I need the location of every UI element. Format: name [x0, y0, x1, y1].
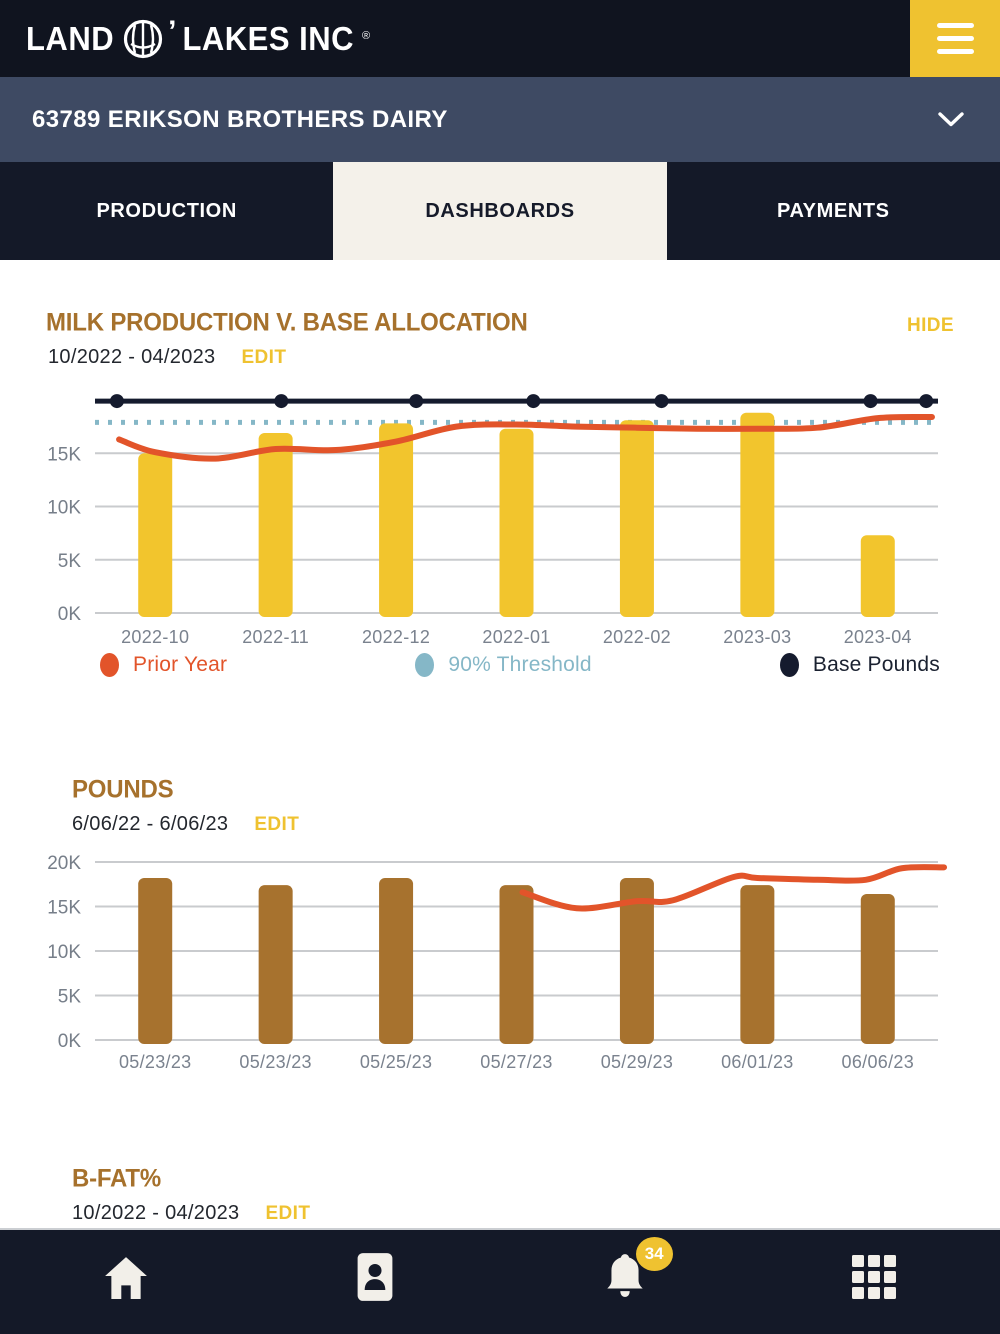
logo-apostrophe: ’: [168, 14, 177, 48]
svg-text:10K: 10K: [47, 498, 81, 519]
bell-icon: [606, 1254, 643, 1297]
svg-text:2022-10: 2022-10: [121, 627, 189, 647]
base-pounds-dot-icon: [779, 653, 799, 677]
app-header: LAND ’ LAKES INC ®: [0, 0, 1000, 77]
contact-card-icon: [357, 1253, 393, 1301]
hamburger-icon: [936, 23, 974, 28]
svg-text:2023-03: 2023-03: [723, 627, 791, 647]
svg-text:2022-02: 2022-02: [603, 627, 671, 647]
tab-payments[interactable]: PAYMENTS: [667, 162, 1000, 260]
tab-bar: PRODUCTION DASHBOARDS PAYMENTS: [0, 162, 1000, 260]
legend-prior-year: Prior Year: [100, 653, 227, 677]
tab-dashboards[interactable]: DASHBOARDS: [333, 162, 667, 260]
prior-year-dot-icon: [100, 653, 119, 677]
legend-base-pounds: Base Pounds: [779, 653, 940, 677]
section-title-milk-production: MILK PRODUCTION V. BASE ALLOCATION: [46, 308, 528, 337]
date-range-bfat: 10/2022 - 04/2023: [72, 1202, 240, 1224]
date-range-milk: 10/2022 - 04/2023: [48, 346, 216, 368]
svg-text:2023-04: 2023-04: [844, 627, 912, 647]
bfat-section: B-FAT% 10/2022 - 04/2023 EDIT: [0, 1164, 1000, 1225]
svg-text:10K: 10K: [47, 942, 81, 963]
logo-text-land: LAND: [26, 19, 115, 57]
svg-text:20K: 20K: [47, 853, 81, 874]
section-title-bfat: B-FAT%: [72, 1164, 162, 1193]
account-title: 63789 ERIKSON BROTHERS DAIRY: [32, 105, 448, 133]
edit-button-milk[interactable]: EDIT: [241, 347, 287, 368]
hide-button[interactable]: HIDE: [907, 315, 954, 336]
threshold-dot-icon: [415, 653, 435, 677]
tab-production[interactable]: PRODUCTION: [0, 162, 333, 260]
svg-text:0K: 0K: [58, 604, 82, 625]
svg-text:05/25/23: 05/25/23: [360, 1052, 432, 1072]
svg-text:06/06/23: 06/06/23: [842, 1052, 914, 1072]
svg-text:06/01/23: 06/01/23: [721, 1052, 793, 1072]
legend-90-threshold: 90% Threshold: [415, 653, 592, 677]
pounds-chart: 0K 5K 10K 15K 20K 05/23/23 05/23/23 05/25/23 05/…: [47, 853, 948, 1072]
svg-text:05/23/23: 05/23/23: [119, 1052, 191, 1072]
svg-text:05/29/23: 05/29/23: [601, 1052, 673, 1072]
bottom-nav: 34: [0, 1228, 1000, 1334]
svg-text:05/23/23: 05/23/23: [239, 1052, 311, 1072]
svg-text:2022-12: 2022-12: [362, 627, 430, 647]
brand-logo: LAND ’ LAKES INC ®: [0, 14, 371, 60]
date-range-pounds: 6/06/22 - 6/06/23: [72, 813, 229, 835]
pounds-section: POUNDS 6/06/22 - 6/06/23 EDIT 0K 5K 10K 15K…: [0, 775, 1000, 1078]
apps-grid-icon: [851, 1255, 896, 1299]
nav-home-button[interactable]: [98, 1249, 154, 1305]
svg-text:5K: 5K: [58, 551, 82, 572]
edit-button-bfat[interactable]: EDIT: [265, 1203, 311, 1224]
chart-legend: Prior Year 90% Threshold Base Pounds: [0, 653, 1000, 677]
svg-text:15K: 15K: [47, 898, 81, 919]
account-selector[interactable]: 63789 ERIKSON BROTHERS DAIRY: [0, 77, 1000, 162]
milk-production-section: MILK PRODUCTION V. BASE ALLOCATION HIDE …: [0, 308, 1000, 677]
svg-text:2022-11: 2022-11: [242, 627, 309, 647]
svg-text:0K: 0K: [58, 1031, 82, 1052]
nav-apps-button[interactable]: [846, 1249, 902, 1305]
svg-text:2022-01: 2022-01: [482, 627, 550, 647]
svg-text:5K: 5K: [58, 987, 82, 1008]
notification-badge: 34: [635, 1237, 673, 1271]
chevron-down-icon: [938, 111, 964, 126]
svg-text:05/27/23: 05/27/23: [480, 1052, 552, 1072]
edit-button-pounds[interactable]: EDIT: [254, 814, 300, 835]
menu-button[interactable]: [910, 0, 1000, 77]
nav-notifications-button[interactable]: 34: [597, 1237, 673, 1305]
svg-text:15K: 15K: [47, 444, 81, 465]
milk-production-chart: 0K 5K 10K 15K 2022-10 2022-11 2022-12 2022-01 20…: [47, 394, 938, 647]
section-title-pounds: POUNDS: [72, 775, 174, 804]
logo-registered-mark: ®: [362, 29, 371, 42]
lake-emblem-icon: [124, 19, 163, 58]
nav-contacts-button[interactable]: [347, 1249, 403, 1305]
logo-text-lakes: LAKES INC: [182, 19, 355, 57]
home-icon: [105, 1257, 147, 1299]
